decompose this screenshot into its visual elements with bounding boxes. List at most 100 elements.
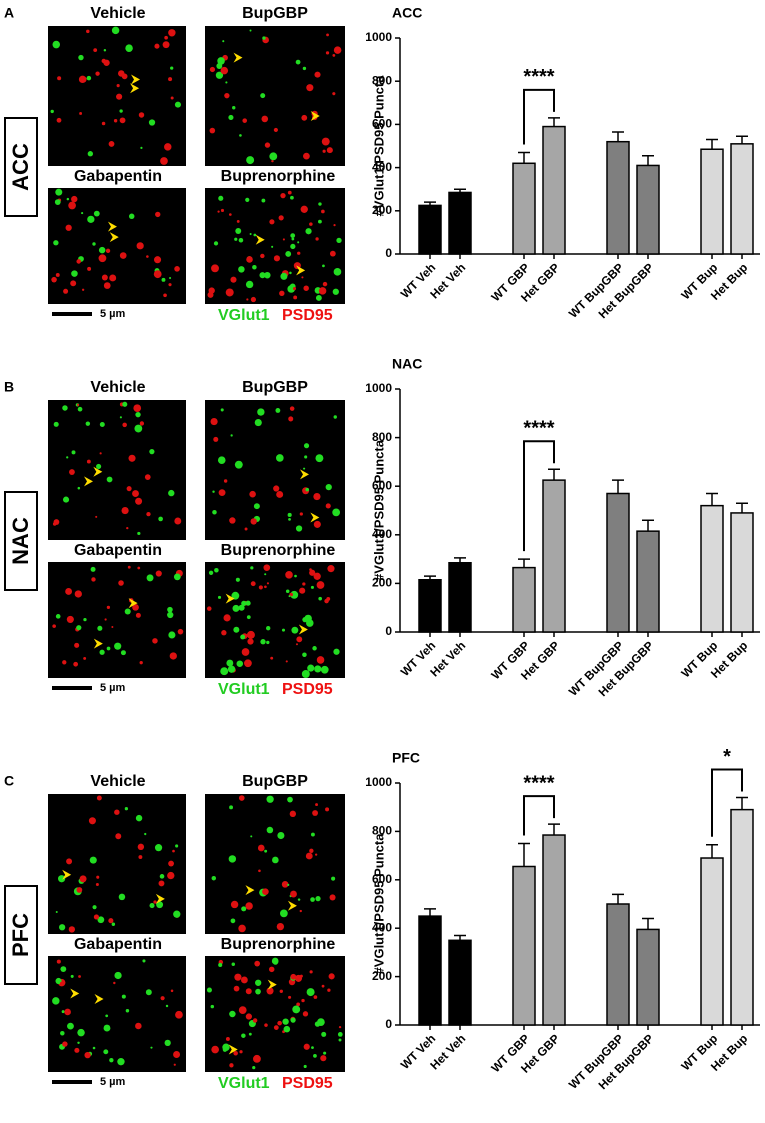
puncta bbox=[65, 588, 73, 595]
puncta bbox=[271, 245, 274, 248]
puncta bbox=[55, 910, 58, 913]
puncta bbox=[321, 137, 330, 146]
puncta bbox=[280, 192, 286, 199]
significance-label: **** bbox=[523, 772, 554, 794]
error-bar bbox=[642, 519, 654, 532]
puncta bbox=[206, 987, 212, 993]
y-tick-label: 0 bbox=[385, 1017, 392, 1031]
stain-label: VGlut1 bbox=[218, 307, 270, 324]
puncta bbox=[313, 1053, 317, 1058]
scale-bar bbox=[52, 312, 92, 316]
error-bar bbox=[642, 154, 654, 166]
error-bar bbox=[548, 823, 560, 836]
puncta bbox=[62, 1041, 68, 1047]
bar bbox=[700, 857, 724, 1026]
error-bar bbox=[454, 557, 466, 563]
puncta bbox=[250, 835, 253, 838]
puncta bbox=[173, 910, 181, 918]
puncta bbox=[303, 1043, 310, 1050]
puncta bbox=[289, 810, 297, 818]
puncta bbox=[167, 606, 173, 613]
puncta bbox=[170, 96, 174, 100]
puncta bbox=[69, 469, 75, 475]
puncta bbox=[95, 71, 100, 76]
y-tick-label: 400 bbox=[372, 920, 392, 934]
puncta bbox=[167, 611, 174, 619]
error-bar bbox=[424, 201, 436, 206]
puncta bbox=[56, 117, 62, 123]
puncta bbox=[116, 93, 123, 100]
puncta bbox=[225, 81, 228, 84]
puncta bbox=[231, 591, 240, 600]
y-tick-label: 0 bbox=[385, 246, 392, 260]
puncta bbox=[70, 280, 77, 287]
puncta bbox=[153, 256, 162, 264]
stain-label: VGlut1 bbox=[218, 1075, 270, 1092]
image-label: Vehicle bbox=[90, 379, 145, 396]
bar bbox=[418, 579, 442, 633]
bar bbox=[730, 143, 754, 255]
bar bbox=[512, 566, 536, 633]
puncta bbox=[278, 215, 284, 221]
image-label: Vehicle bbox=[90, 5, 145, 22]
puncta bbox=[329, 250, 336, 257]
puncta bbox=[309, 848, 314, 854]
puncta bbox=[79, 875, 87, 883]
puncta bbox=[312, 646, 317, 651]
puncta bbox=[287, 285, 296, 293]
puncta bbox=[276, 490, 284, 498]
puncta bbox=[333, 224, 336, 227]
puncta bbox=[288, 995, 292, 999]
image-label: BupGBP bbox=[242, 379, 308, 396]
puncta bbox=[87, 266, 92, 271]
puncta bbox=[336, 237, 342, 244]
puncta bbox=[242, 118, 248, 123]
puncta bbox=[83, 656, 87, 660]
puncta bbox=[264, 573, 267, 576]
arrowhead bbox=[267, 979, 277, 990]
arrowhead bbox=[128, 598, 138, 609]
arrowhead bbox=[255, 234, 265, 245]
puncta bbox=[305, 852, 313, 860]
puncta bbox=[174, 517, 182, 525]
arrowhead bbox=[299, 469, 309, 480]
puncta bbox=[85, 421, 91, 426]
puncta bbox=[164, 1039, 171, 1047]
puncta bbox=[253, 1054, 261, 1063]
region-label: PFC bbox=[8, 913, 33, 957]
puncta bbox=[290, 973, 297, 980]
puncta bbox=[254, 419, 262, 427]
puncta bbox=[264, 1023, 268, 1027]
puncta bbox=[266, 640, 270, 645]
arrowhead bbox=[70, 988, 80, 999]
puncta bbox=[282, 238, 285, 241]
y-tick-label: 800 bbox=[372, 430, 392, 444]
puncta bbox=[81, 288, 85, 291]
puncta bbox=[280, 909, 288, 918]
puncta bbox=[59, 924, 66, 931]
puncta bbox=[119, 117, 126, 124]
puncta bbox=[65, 224, 72, 231]
puncta bbox=[103, 49, 107, 52]
puncta bbox=[238, 266, 245, 273]
puncta bbox=[326, 147, 333, 154]
puncta bbox=[313, 572, 321, 580]
puncta bbox=[316, 656, 325, 664]
image-label: Buprenorphine bbox=[221, 168, 336, 185]
puncta bbox=[230, 276, 237, 283]
puncta bbox=[312, 810, 319, 816]
puncta bbox=[93, 48, 98, 53]
error-bar bbox=[736, 135, 748, 144]
scale-label: 5 µm bbox=[100, 1076, 126, 1088]
puncta bbox=[108, 918, 114, 924]
puncta bbox=[290, 890, 297, 898]
puncta bbox=[209, 127, 216, 134]
image-label: Buprenorphine bbox=[221, 936, 336, 953]
puncta bbox=[68, 926, 76, 933]
puncta bbox=[229, 1010, 236, 1018]
y-tick-label: 200 bbox=[372, 576, 392, 590]
puncta bbox=[52, 997, 60, 1005]
puncta bbox=[64, 1008, 71, 1016]
error-bar bbox=[736, 796, 748, 810]
significance-label: **** bbox=[523, 66, 554, 88]
